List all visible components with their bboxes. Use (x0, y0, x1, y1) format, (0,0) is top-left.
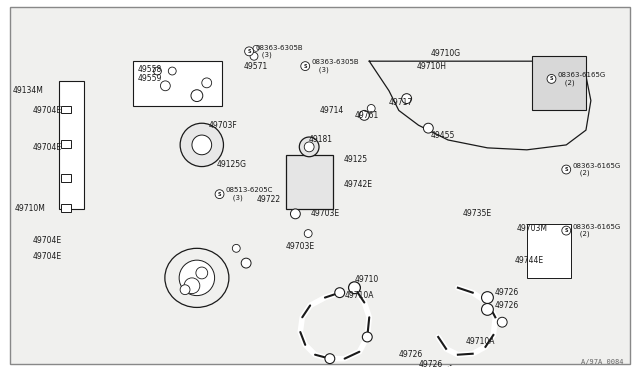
Text: S: S (303, 64, 307, 68)
Text: 08363-6165G
   (2): 08363-6165G (2) (573, 224, 621, 237)
Text: 49726: 49726 (419, 360, 443, 369)
Circle shape (192, 135, 212, 155)
Circle shape (250, 52, 258, 60)
Circle shape (301, 62, 310, 71)
Circle shape (241, 258, 251, 268)
Circle shape (497, 317, 507, 327)
Circle shape (291, 209, 300, 219)
Text: 49704E: 49704E (33, 236, 61, 245)
Circle shape (547, 74, 556, 83)
Circle shape (215, 190, 224, 199)
Text: 49125: 49125 (344, 155, 368, 164)
Text: S: S (564, 167, 568, 172)
Text: S: S (564, 228, 568, 233)
Text: 49571: 49571 (243, 62, 268, 71)
Bar (527, 224, 571, 278)
Circle shape (179, 260, 214, 296)
Text: 49704E: 49704E (33, 143, 61, 153)
Text: 49735E: 49735E (463, 209, 492, 218)
Text: 49717: 49717 (389, 98, 413, 107)
Circle shape (304, 230, 312, 237)
Circle shape (232, 244, 240, 252)
Text: 49722: 49722 (257, 195, 281, 203)
Text: S: S (550, 76, 553, 81)
Text: 49710A: 49710A (466, 337, 495, 346)
Circle shape (360, 110, 369, 120)
Circle shape (367, 105, 375, 112)
Circle shape (300, 137, 319, 157)
Text: 49726: 49726 (399, 350, 423, 359)
Bar (61, 174, 71, 182)
Text: 49455: 49455 (430, 131, 454, 140)
Circle shape (191, 90, 203, 102)
Circle shape (168, 67, 176, 75)
Circle shape (335, 288, 344, 298)
Text: A/97A 0084: A/97A 0084 (581, 359, 623, 365)
Text: 49710: 49710 (355, 275, 379, 284)
Bar (61, 204, 71, 212)
Text: S: S (247, 49, 251, 54)
Bar (59, 81, 84, 209)
Circle shape (424, 123, 433, 133)
Circle shape (362, 332, 372, 342)
Circle shape (202, 78, 212, 88)
Text: 49710H: 49710H (417, 62, 447, 71)
Text: 08363-6305B
   (3): 08363-6305B (3) (312, 60, 359, 73)
Circle shape (562, 165, 571, 174)
Text: 49710G: 49710G (430, 49, 460, 58)
Circle shape (481, 292, 493, 304)
Text: 49714: 49714 (320, 106, 344, 115)
Text: 49744E: 49744E (515, 256, 544, 264)
Circle shape (253, 45, 259, 51)
Text: 08363-6305B
   (3): 08363-6305B (3) (255, 45, 303, 58)
Text: 49710M: 49710M (15, 205, 45, 214)
Text: 49558: 49558 (138, 65, 162, 74)
Circle shape (481, 304, 493, 315)
Circle shape (154, 67, 161, 75)
Circle shape (547, 263, 556, 273)
Polygon shape (369, 61, 591, 150)
Text: 49704E: 49704E (33, 252, 61, 261)
Text: 49726: 49726 (494, 301, 518, 310)
Text: 49710A: 49710A (344, 291, 374, 300)
Bar (285, 155, 333, 209)
Text: 49703F: 49703F (209, 121, 237, 130)
Text: 49703E: 49703E (310, 209, 339, 218)
Circle shape (325, 354, 335, 363)
Text: S: S (218, 192, 221, 197)
Text: 49742E: 49742E (344, 180, 372, 189)
Circle shape (562, 226, 571, 235)
Circle shape (196, 267, 208, 279)
Circle shape (304, 142, 314, 152)
Text: 49726: 49726 (494, 288, 518, 297)
Circle shape (244, 47, 253, 56)
Text: 49134M: 49134M (13, 86, 44, 95)
Bar (61, 140, 71, 148)
Circle shape (184, 278, 200, 294)
Text: 49703E: 49703E (285, 242, 315, 251)
Circle shape (180, 285, 190, 295)
Text: 08363-6165G
   (2): 08363-6165G (2) (558, 72, 606, 86)
Bar (61, 106, 71, 113)
Text: 49125G: 49125G (216, 160, 246, 169)
Circle shape (349, 282, 360, 294)
Text: 49704E: 49704E (33, 106, 61, 115)
Bar (133, 61, 221, 106)
Text: 49761: 49761 (355, 111, 379, 120)
Circle shape (180, 123, 223, 167)
Circle shape (161, 81, 170, 91)
Text: 08513-6205C
   (3): 08513-6205C (3) (226, 187, 273, 201)
Text: 49181: 49181 (308, 135, 332, 144)
Text: 49703M: 49703M (517, 224, 548, 233)
Text: 08363-6165G
   (2): 08363-6165G (2) (573, 163, 621, 176)
Text: 49559: 49559 (138, 74, 162, 83)
Bar (532, 56, 586, 110)
Circle shape (402, 94, 412, 103)
